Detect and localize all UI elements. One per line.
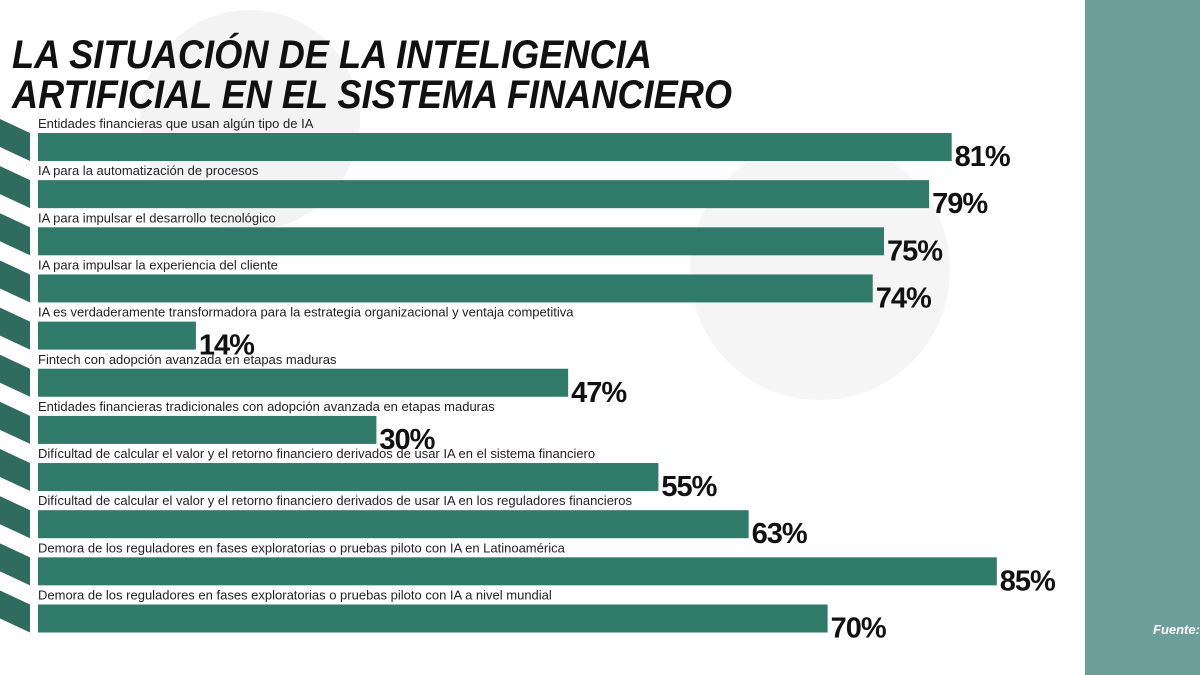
value-label: 63% — [752, 518, 808, 550]
value-label: 47% — [571, 377, 627, 409]
stripe — [0, 496, 30, 539]
value-label: 85% — [1000, 565, 1056, 597]
stripe — [0, 307, 30, 350]
bar — [38, 604, 828, 633]
stripe — [0, 119, 30, 161]
bar — [38, 227, 884, 256]
bar — [38, 510, 749, 539]
stripe — [0, 401, 30, 444]
bar — [38, 368, 569, 397]
category-label: Demora de los reguladores en fases explo… — [38, 588, 552, 603]
bar — [38, 557, 997, 586]
value-label: 14% — [199, 330, 255, 362]
category-label: Fintech con adopción avanzada en etapas … — [38, 352, 337, 367]
category-label: IA para la automatización de procesos — [38, 163, 259, 178]
value-label: 74% — [876, 282, 932, 314]
category-label: IA es verdaderamente transformadora para… — [38, 305, 574, 320]
category-label: Difícultad de calcular el valor y el ret… — [38, 493, 632, 508]
stripe — [0, 213, 30, 256]
value-label: 55% — [661, 471, 717, 503]
bar — [38, 180, 930, 209]
stripe — [0, 166, 30, 209]
value-label: 81% — [955, 141, 1011, 173]
category-label: Demora de los reguladores en fases explo… — [38, 540, 566, 555]
stripe — [0, 590, 30, 633]
bar — [38, 133, 952, 161]
category-label: Difícultad de calcular el valor y el ret… — [38, 446, 595, 461]
bar — [38, 321, 196, 350]
chart-title: LA SITUACIÓN DE LA INTELIGENCIA — [12, 31, 652, 77]
background-circle — [690, 140, 950, 400]
value-label: 79% — [932, 188, 988, 220]
category-label: Entidades financieras que usan algún tip… — [38, 116, 314, 131]
category-label: Entidades financieras tradicionales con … — [38, 399, 495, 414]
stripe — [0, 260, 30, 303]
chart-title: ARTIFICIAL EN EL SISTEMA FINANCIERO — [11, 73, 732, 117]
value-label: 75% — [887, 235, 943, 267]
value-label: 30% — [379, 424, 435, 456]
background-circle — [140, 10, 360, 230]
category-label: IA para impulsar el desarrollo tecnológi… — [38, 210, 276, 225]
bar — [38, 463, 659, 492]
stripe — [0, 543, 30, 586]
bar — [38, 274, 873, 303]
stripe — [0, 449, 30, 492]
value-label: 70% — [831, 613, 887, 645]
category-label: IA para impulsar la experiencia del clie… — [38, 257, 278, 272]
stripe — [0, 354, 30, 397]
side-panel — [1085, 0, 1200, 675]
bar — [38, 415, 377, 444]
source: Fuente: — [1153, 622, 1200, 637]
